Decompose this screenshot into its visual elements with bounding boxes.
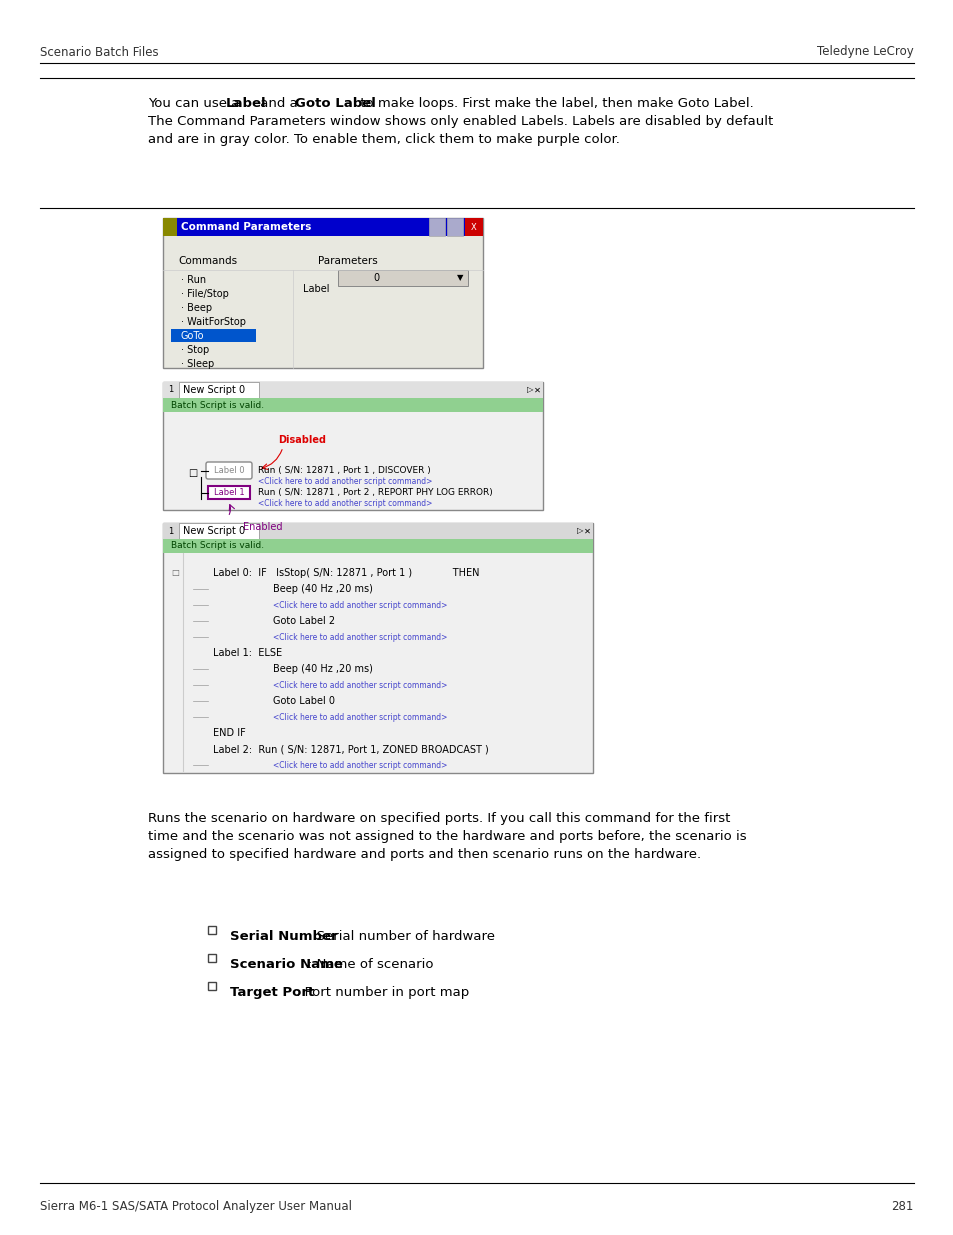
Text: Scenario Batch Files: Scenario Batch Files xyxy=(40,46,158,58)
Text: Label 0:  IF   IsStop( S/N: 12871 , Port 1 )             THEN: Label 0: IF IsStop( S/N: 12871 , Port 1 … xyxy=(213,568,479,578)
Text: Scenario Name: Scenario Name xyxy=(230,958,342,971)
Text: Serial Number: Serial Number xyxy=(230,930,337,944)
Text: Label 0: Label 0 xyxy=(213,466,244,475)
Bar xyxy=(208,982,215,990)
Bar xyxy=(163,219,177,236)
Bar xyxy=(429,219,444,236)
Text: Label: Label xyxy=(303,284,329,294)
Text: Teledyne LeCroy: Teledyne LeCroy xyxy=(817,46,913,58)
Bar xyxy=(163,382,542,398)
Text: New Script 0: New Script 0 xyxy=(183,526,245,536)
Text: to make loops. First make the label, then make Goto Label.: to make loops. First make the label, the… xyxy=(355,98,753,110)
Text: X: X xyxy=(471,222,476,231)
Bar xyxy=(447,219,462,236)
Text: Sierra M6-1 SAS/SATA Protocol Analyzer User Manual: Sierra M6-1 SAS/SATA Protocol Analyzer U… xyxy=(40,1200,352,1213)
Text: and are in gray color. To enable them, click them to make purple color.: and are in gray color. To enable them, c… xyxy=(148,133,619,146)
Text: GoTo: GoTo xyxy=(181,331,204,341)
Text: <Click here to add another script command>: <Click here to add another script comman… xyxy=(273,680,447,689)
Text: Label: Label xyxy=(226,98,266,110)
Text: You can use a: You can use a xyxy=(148,98,243,110)
Bar xyxy=(163,219,482,236)
Text: Batch Script is valid.: Batch Script is valid. xyxy=(171,541,264,551)
Text: and a: and a xyxy=(256,98,302,110)
Text: The Command Parameters window shows only enabled Labels. Labels are disabled by : The Command Parameters window shows only… xyxy=(148,115,773,128)
Text: Run ( S/N: 12871 , Port 1 , DISCOVER ): Run ( S/N: 12871 , Port 1 , DISCOVER ) xyxy=(257,466,431,475)
Text: Enabled: Enabled xyxy=(243,522,282,532)
Bar xyxy=(163,522,593,773)
Text: Run ( S/N: 12871 , Port 2 , REPORT PHY LOG ERROR): Run ( S/N: 12871 , Port 2 , REPORT PHY L… xyxy=(257,488,493,496)
Bar xyxy=(464,219,482,236)
Text: Disabled: Disabled xyxy=(277,435,326,445)
Text: ▷: ▷ xyxy=(576,526,582,536)
Text: END IF: END IF xyxy=(213,727,246,739)
Text: □: □ xyxy=(188,468,197,478)
Text: <Click here to add another script command>: <Click here to add another script comman… xyxy=(273,632,447,641)
Bar xyxy=(208,926,215,934)
Text: Label 2:  Run ( S/N: 12871, Port 1, ZONED BROADCAST ): Label 2: Run ( S/N: 12871, Port 1, ZONED… xyxy=(213,743,488,755)
Text: Command Parameters: Command Parameters xyxy=(181,222,311,232)
Text: Beep (40 Hz ,20 ms): Beep (40 Hz ,20 ms) xyxy=(273,584,373,594)
Text: ✕: ✕ xyxy=(534,385,540,394)
Text: 0: 0 xyxy=(373,273,378,283)
Text: Label 1:  ELSE: Label 1: ELSE xyxy=(213,648,282,658)
Text: Label 1: Label 1 xyxy=(213,488,244,496)
Text: ▼: ▼ xyxy=(456,273,462,283)
Text: 1: 1 xyxy=(168,526,173,536)
FancyBboxPatch shape xyxy=(206,462,252,479)
Text: Runs the scenario on hardware on specified ports. If you call this command for t: Runs the scenario on hardware on specifi… xyxy=(148,811,730,825)
Text: · File/Stop: · File/Stop xyxy=(181,289,229,299)
Text: : Serial number of hardware: : Serial number of hardware xyxy=(308,930,495,944)
Bar xyxy=(163,398,542,412)
Bar xyxy=(163,522,593,538)
Bar xyxy=(163,382,542,510)
Text: Batch Script is valid.: Batch Script is valid. xyxy=(171,400,264,410)
Text: <Click here to add another script command>: <Click here to add another script comman… xyxy=(257,478,432,487)
Text: · WaitForStop: · WaitForStop xyxy=(181,317,246,327)
Text: Target Port: Target Port xyxy=(230,986,314,999)
Text: <Click here to add another script command>: <Click here to add another script comman… xyxy=(273,600,447,610)
Text: · Beep: · Beep xyxy=(181,303,212,312)
Bar xyxy=(163,538,593,553)
Text: time and the scenario was not assigned to the hardware and ports before, the sce: time and the scenario was not assigned t… xyxy=(148,830,746,844)
FancyBboxPatch shape xyxy=(208,487,250,499)
Text: · Run: · Run xyxy=(181,275,206,285)
Text: Beep (40 Hz ,20 ms): Beep (40 Hz ,20 ms) xyxy=(273,664,373,674)
Text: <Click here to add another script command>: <Click here to add another script comman… xyxy=(273,761,447,769)
Text: Goto Label 0: Goto Label 0 xyxy=(273,697,335,706)
Text: ✕: ✕ xyxy=(583,526,590,536)
Text: : Port number in port map: : Port number in port map xyxy=(295,986,469,999)
Text: <Click here to add another script command>: <Click here to add another script comman… xyxy=(257,499,432,509)
Text: New Script 0: New Script 0 xyxy=(183,385,245,395)
Text: assigned to specified hardware and ports and then scenario runs on the hardware.: assigned to specified hardware and ports… xyxy=(148,848,700,861)
Bar xyxy=(179,382,258,398)
Text: Commands: Commands xyxy=(178,256,237,266)
Bar xyxy=(208,953,215,962)
Bar xyxy=(163,219,482,368)
Bar xyxy=(337,270,468,287)
Text: : Name of scenario: : Name of scenario xyxy=(308,958,433,971)
Text: Parameters: Parameters xyxy=(317,256,377,266)
Bar xyxy=(171,329,255,342)
Text: ▷: ▷ xyxy=(526,385,533,394)
Text: <Click here to add another script command>: <Click here to add another script comman… xyxy=(273,713,447,721)
Text: 281: 281 xyxy=(891,1200,913,1213)
Text: · Sleep: · Sleep xyxy=(181,359,214,369)
Text: Goto Label 2: Goto Label 2 xyxy=(273,616,335,626)
Bar xyxy=(179,522,258,538)
Text: · Stop: · Stop xyxy=(181,345,209,354)
Text: Goto Label: Goto Label xyxy=(294,98,375,110)
Text: 1: 1 xyxy=(168,385,173,394)
Text: □: □ xyxy=(171,568,179,578)
